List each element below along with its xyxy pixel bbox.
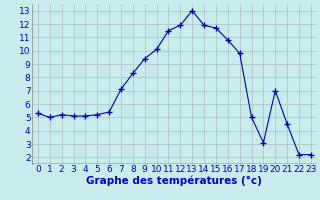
X-axis label: Graphe des températures (°c): Graphe des températures (°c)	[86, 176, 262, 186]
